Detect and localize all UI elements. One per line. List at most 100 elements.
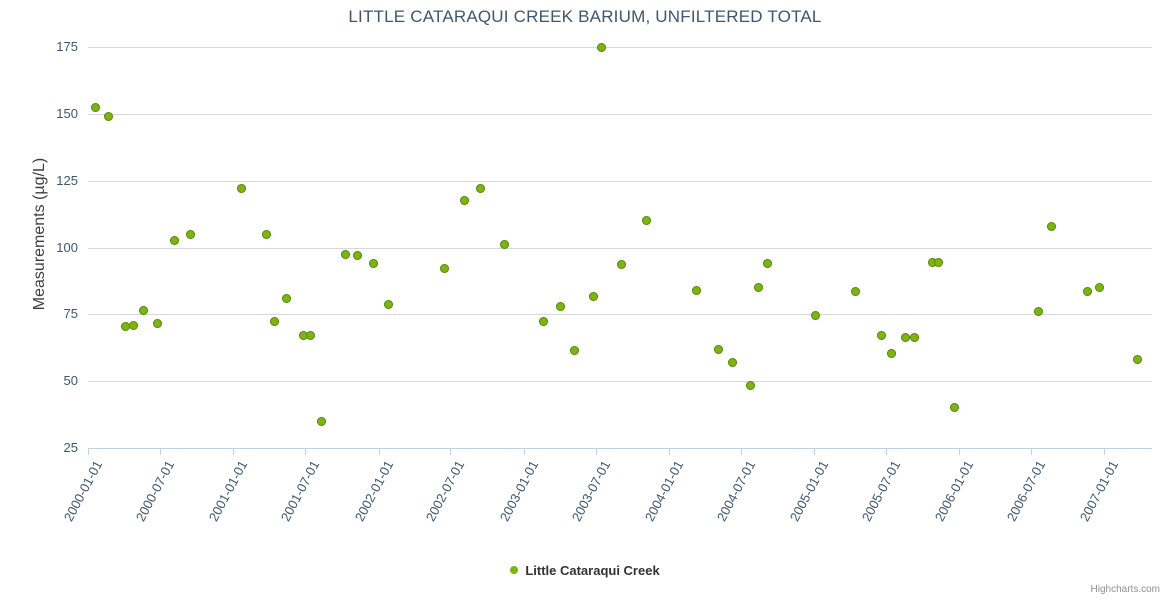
data-point[interactable] (850, 287, 860, 297)
gridline (88, 314, 1152, 316)
data-point[interactable] (353, 251, 363, 261)
x-axis-tick (1104, 449, 1106, 455)
x-axis-tick-label: 2001-07-01 (278, 458, 323, 524)
y-axis-tick-label: 175 (56, 39, 78, 54)
data-point[interactable] (1132, 355, 1142, 365)
x-axis-tick-label: 2000-07-01 (133, 458, 178, 524)
x-axis-line (88, 448, 1152, 449)
x-axis-tick (814, 449, 816, 455)
x-axis-tick (523, 449, 525, 455)
y-axis-tick-label: 75 (63, 306, 78, 322)
x-axis-tick (1031, 449, 1033, 455)
x-axis-tick (233, 449, 235, 455)
x-axis-tick-label: 2007-01-01 (1077, 458, 1122, 524)
x-axis-tick-label: 2005-07-01 (858, 458, 904, 524)
y-axis-tick-label: 125 (56, 172, 78, 188)
x-axis-tick-label: 2001-01-01 (206, 458, 251, 524)
data-point[interactable] (901, 332, 911, 342)
data-point[interactable] (500, 240, 510, 250)
data-point[interactable] (104, 112, 114, 121)
data-point[interactable] (169, 236, 179, 246)
y-axis-tick-label: 25 (63, 440, 78, 455)
x-axis-tick (741, 449, 743, 455)
data-point[interactable] (556, 301, 566, 311)
data-point[interactable] (129, 320, 139, 330)
data-point[interactable] (383, 300, 393, 310)
data-point[interactable] (588, 292, 598, 302)
data-point[interactable] (270, 316, 280, 326)
data-point[interactable] (934, 257, 944, 267)
y-axis-tick-label: 150 (56, 105, 78, 121)
x-axis-tick-label: 2005-01-01 (786, 458, 832, 524)
highcharts-credits[interactable]: Highcharts.com (1090, 584, 1160, 595)
data-point[interactable] (316, 416, 326, 426)
data-point[interactable] (641, 216, 651, 226)
data-point[interactable] (762, 259, 772, 269)
data-point[interactable] (306, 331, 316, 341)
data-point[interactable] (1095, 283, 1105, 293)
gridline (88, 180, 1152, 182)
data-point[interactable] (596, 42, 606, 52)
x-axis-tick (450, 449, 452, 455)
x-axis-tick (959, 449, 961, 455)
data-point[interactable] (186, 229, 196, 239)
x-axis-tick-label: 2000-01-01 (60, 458, 106, 524)
data-point[interactable] (811, 311, 821, 321)
data-point[interactable] (369, 259, 379, 269)
gridline (88, 113, 1152, 115)
data-point[interactable] (261, 229, 271, 239)
gridline (88, 47, 1152, 48)
data-point[interactable] (439, 264, 449, 274)
x-axis-tick (378, 449, 380, 455)
data-point[interactable] (877, 331, 887, 341)
data-point[interactable] (153, 319, 163, 329)
x-axis-tick-label: 2003-01-01 (496, 458, 541, 524)
data-point[interactable] (909, 332, 919, 342)
data-point[interactable] (121, 321, 131, 331)
data-point[interactable] (617, 260, 627, 270)
gridline (88, 247, 1152, 249)
data-point[interactable] (927, 257, 937, 267)
data-point[interactable] (236, 184, 246, 194)
x-axis-tick (886, 449, 888, 455)
x-axis-tick-label: 2004-01-01 (641, 458, 686, 524)
data-point[interactable] (570, 345, 580, 355)
x-axis-tick-label: 2006-07-01 (1003, 458, 1049, 524)
x-axis-tick (88, 449, 89, 455)
data-point[interactable] (139, 305, 149, 315)
plot-area (88, 42, 1152, 448)
data-point[interactable] (1046, 221, 1056, 231)
data-point[interactable] (691, 285, 701, 295)
data-point[interactable] (538, 316, 548, 326)
legend-marker-icon (510, 565, 519, 574)
x-axis-tick-label: 2003-07-01 (568, 458, 613, 524)
data-point[interactable] (298, 331, 308, 341)
data-point[interactable] (1083, 287, 1093, 297)
y-axis-tick-label: 50 (63, 373, 78, 389)
data-point[interactable] (91, 102, 101, 112)
data-point[interactable] (728, 357, 738, 367)
x-axis-tick-label: 2004-07-01 (713, 458, 759, 524)
x-axis-tick (305, 449, 307, 455)
x-axis-tick (595, 449, 597, 455)
legend-item-label: Little Cataraqui Creek (525, 563, 660, 579)
x-axis-tick (160, 449, 162, 455)
chart-title: LITTLE CATARAQUI CREEK BARIUM, UNFILTERE… (348, 7, 822, 26)
data-point[interactable] (1034, 307, 1044, 317)
x-axis-tick-label: 2002-01-01 (351, 458, 396, 524)
data-point[interactable] (887, 348, 897, 358)
data-point[interactable] (746, 380, 756, 390)
data-point[interactable] (459, 196, 469, 206)
data-point[interactable] (341, 249, 351, 259)
gridline (88, 381, 1152, 383)
data-point[interactable] (949, 403, 959, 413)
data-point[interactable] (282, 293, 292, 303)
chart-legend[interactable]: Little Cataraqui Creek (0, 562, 1170, 578)
data-point[interactable] (713, 344, 723, 354)
x-axis-tick-label: 2002-07-01 (423, 458, 468, 524)
data-point[interactable] (754, 283, 764, 293)
data-point[interactable] (476, 184, 486, 194)
x-axis-tick-label: 2006-01-01 (931, 458, 977, 524)
x-axis-tick (668, 449, 670, 455)
